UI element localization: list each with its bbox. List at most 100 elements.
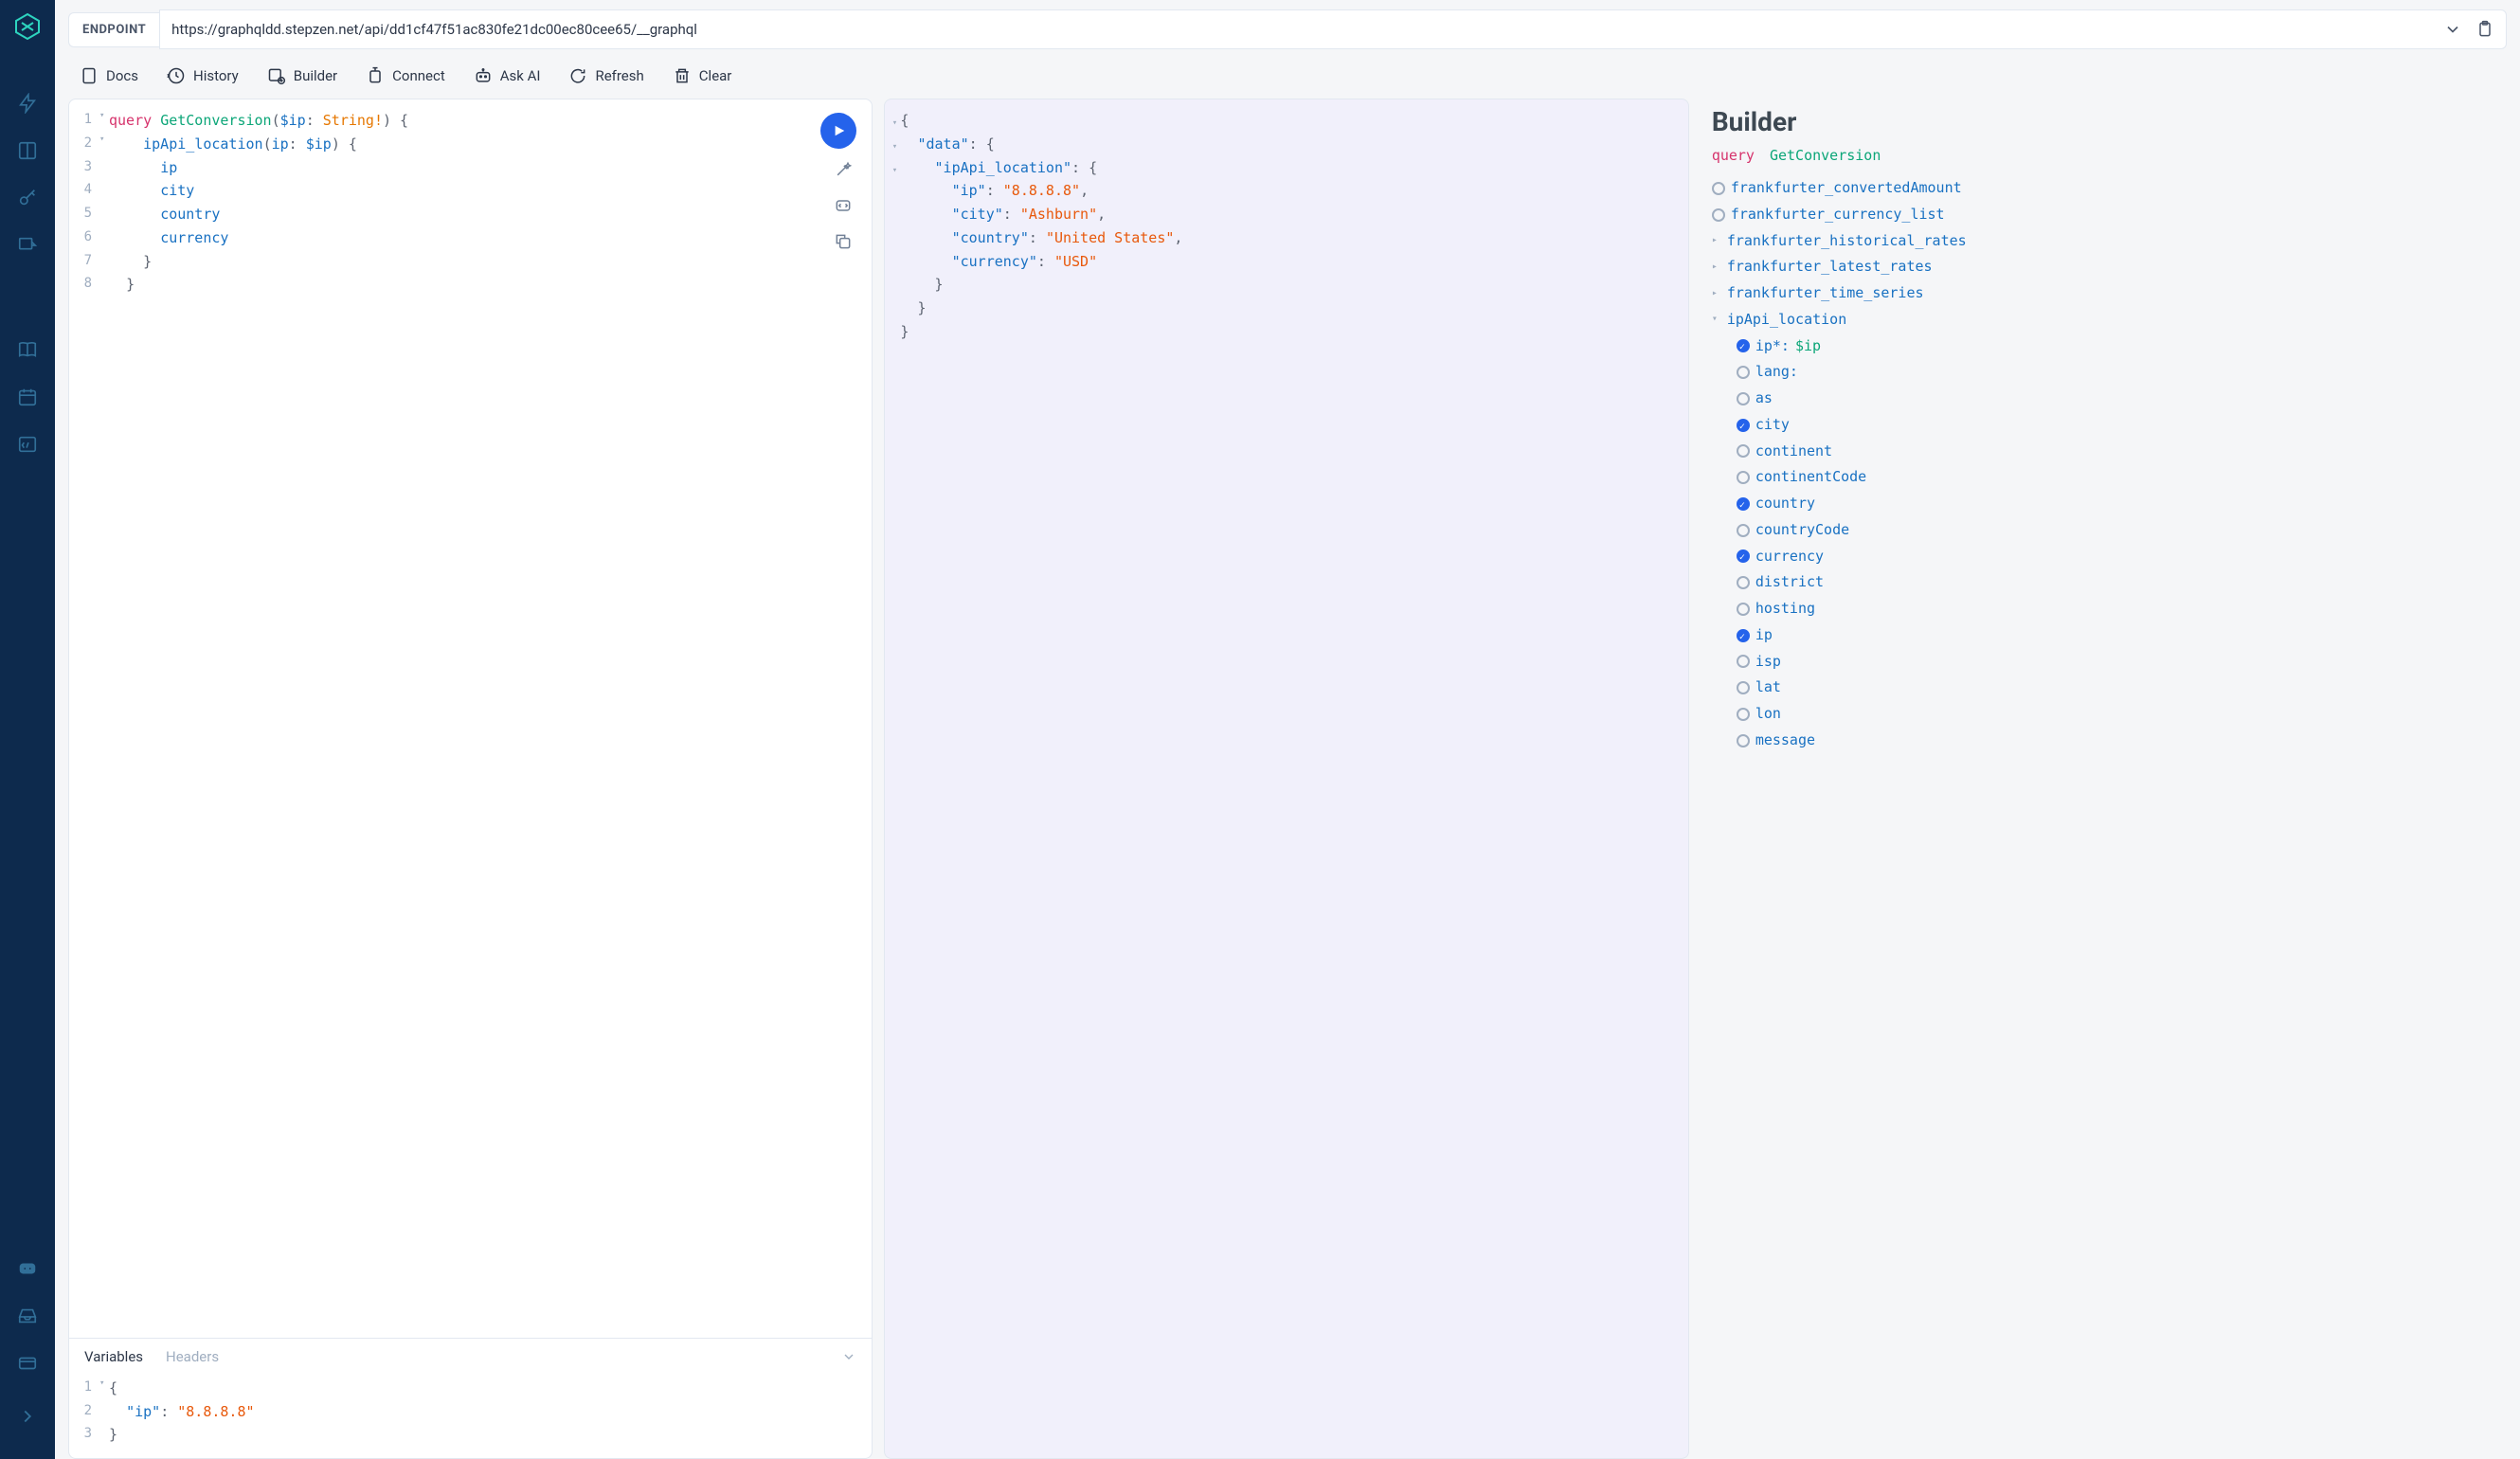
magic-icon[interactable] xyxy=(834,160,853,179)
editor-line: 4 city xyxy=(69,179,872,203)
copy-icon[interactable] xyxy=(834,232,853,251)
builder-field-row[interactable]: hosting xyxy=(1712,596,2507,622)
builder-field-row[interactable]: ▾ipApi_location xyxy=(1712,307,2507,333)
wrap-icon[interactable] xyxy=(834,196,853,215)
builder-field-row[interactable]: lon xyxy=(1712,701,2507,728)
play-icon xyxy=(833,124,846,137)
caret-icon[interactable]: ▸ xyxy=(1712,232,1721,250)
response-line: "city": "Ashburn", xyxy=(889,203,1683,226)
variables-editor[interactable]: 1▾{2 "ip": "8.8.8.8"3} xyxy=(69,1371,872,1458)
query-editor[interactable]: 1▾query GetConversion($ip: String!) {2▾ … xyxy=(69,99,872,1338)
builder-field-row[interactable]: as xyxy=(1712,386,2507,412)
layout-icon[interactable] xyxy=(17,140,38,161)
history-button[interactable]: History xyxy=(167,66,239,85)
field-checkbox[interactable] xyxy=(1737,419,1750,432)
builder-field-row[interactable]: ▸frankfurter_latest_rates xyxy=(1712,254,2507,280)
headers-tab[interactable]: Headers xyxy=(166,1348,219,1365)
field-checkbox[interactable] xyxy=(1737,655,1750,668)
field-label: ip*: xyxy=(1755,333,1790,360)
builder-field-row[interactable]: message xyxy=(1712,728,2507,754)
bolt-icon[interactable] xyxy=(17,93,38,114)
builder-field-row[interactable]: isp xyxy=(1712,649,2507,675)
builder-field-row[interactable]: frankfurter_currency_list xyxy=(1712,202,2507,228)
builder-tab-name[interactable]: GetConversion xyxy=(1770,147,1881,164)
builder-button[interactable]: Builder xyxy=(267,66,337,85)
clipboard-icon[interactable] xyxy=(2475,20,2494,39)
field-checkbox[interactable] xyxy=(1737,392,1750,405)
history-icon xyxy=(167,66,186,85)
collapse-icon[interactable] xyxy=(17,1406,38,1427)
field-checkbox[interactable] xyxy=(1737,366,1750,379)
editor-tools xyxy=(834,160,853,251)
caret-icon[interactable]: ▾ xyxy=(1712,311,1721,329)
response-line: "country": "United States", xyxy=(889,226,1683,250)
editor-line: 6 currency xyxy=(69,226,872,250)
builder-panel: Builder query GetConversion frankfurter_… xyxy=(1701,99,2507,1459)
field-checkbox[interactable] xyxy=(1737,497,1750,511)
builder-field-row[interactable]: ▸frankfurter_historical_rates xyxy=(1712,228,2507,255)
endpoint-input[interactable]: https://graphqldd.stepzen.net/api/dd1cf4… xyxy=(159,9,2507,49)
connect-button[interactable]: Connect xyxy=(366,66,445,85)
builder-field-row[interactable]: country xyxy=(1712,491,2507,517)
field-checkbox[interactable] xyxy=(1737,734,1750,748)
builder-field-row[interactable]: district xyxy=(1712,569,2507,596)
field-label: continent xyxy=(1755,439,1832,465)
builder-field-row[interactable]: countryCode xyxy=(1712,517,2507,544)
inbox-icon[interactable] xyxy=(17,1306,38,1326)
field-checkbox[interactable] xyxy=(1737,339,1750,352)
refresh-label: Refresh xyxy=(595,67,643,84)
response-line: "currency": "USD" xyxy=(889,250,1683,274)
code-icon[interactable] xyxy=(17,434,38,455)
response-panel: ▾{▾ "data": {▾ "ipApi_location": { "ip":… xyxy=(884,99,1688,1459)
toolbar: Docs History Builder Connect Ask AI Refr… xyxy=(68,59,2507,99)
builder-field-row[interactable]: ▸frankfurter_time_series xyxy=(1712,280,2507,307)
response-line: } xyxy=(889,320,1683,344)
clear-button[interactable]: Clear xyxy=(673,66,732,85)
builder-tab-query[interactable]: query xyxy=(1712,147,1755,164)
field-label: district xyxy=(1755,569,1824,596)
field-checkbox[interactable] xyxy=(1737,549,1750,563)
chevron-down-icon[interactable] xyxy=(2443,20,2462,39)
builder-field-row[interactable]: ip*:$ip xyxy=(1712,333,2507,360)
chevron-down-icon[interactable] xyxy=(841,1349,856,1364)
field-checkbox[interactable] xyxy=(1737,444,1750,458)
refresh-button[interactable]: Refresh xyxy=(568,66,643,85)
variables-tab[interactable]: Variables xyxy=(84,1348,143,1365)
builder-field-row[interactable]: continent xyxy=(1712,439,2507,465)
field-label: message xyxy=(1755,728,1815,754)
key-icon[interactable] xyxy=(17,188,38,208)
field-label: as xyxy=(1755,386,1773,412)
flag-icon[interactable] xyxy=(17,235,38,256)
docs-icon xyxy=(80,66,99,85)
field-argvalue: $ip xyxy=(1795,333,1821,360)
field-checkbox[interactable] xyxy=(1712,208,1725,222)
response-line: ▾ "data": { xyxy=(889,133,1683,156)
builder-icon xyxy=(267,66,286,85)
field-checkbox[interactable] xyxy=(1737,576,1750,589)
field-checkbox[interactable] xyxy=(1737,708,1750,721)
caret-icon[interactable]: ▸ xyxy=(1712,259,1721,277)
docs-label: Docs xyxy=(106,67,138,84)
builder-field-row[interactable]: lang: xyxy=(1712,359,2507,386)
card-icon[interactable] xyxy=(17,1353,38,1374)
askai-button[interactable]: Ask AI xyxy=(474,66,541,85)
builder-field-row[interactable]: ip xyxy=(1712,622,2507,649)
builder-field-row[interactable]: currency xyxy=(1712,544,2507,570)
field-checkbox[interactable] xyxy=(1737,471,1750,484)
caret-icon[interactable]: ▸ xyxy=(1712,285,1721,303)
field-label: hosting xyxy=(1755,596,1815,622)
field-checkbox[interactable] xyxy=(1737,681,1750,694)
field-label: lang: xyxy=(1755,359,1798,386)
field-checkbox[interactable] xyxy=(1737,603,1750,616)
builder-field-row[interactable]: frankfurter_convertedAmount xyxy=(1712,175,2507,202)
builder-field-row[interactable]: city xyxy=(1712,412,2507,439)
calendar-icon[interactable] xyxy=(17,387,38,407)
builder-field-row[interactable]: lat xyxy=(1712,675,2507,701)
field-checkbox[interactable] xyxy=(1737,524,1750,537)
book-icon[interactable] xyxy=(17,339,38,360)
builder-field-row[interactable]: continentCode xyxy=(1712,464,2507,491)
docs-button[interactable]: Docs xyxy=(80,66,138,85)
field-checkbox[interactable] xyxy=(1737,629,1750,642)
discord-icon[interactable] xyxy=(17,1258,38,1279)
field-checkbox[interactable] xyxy=(1712,182,1725,195)
